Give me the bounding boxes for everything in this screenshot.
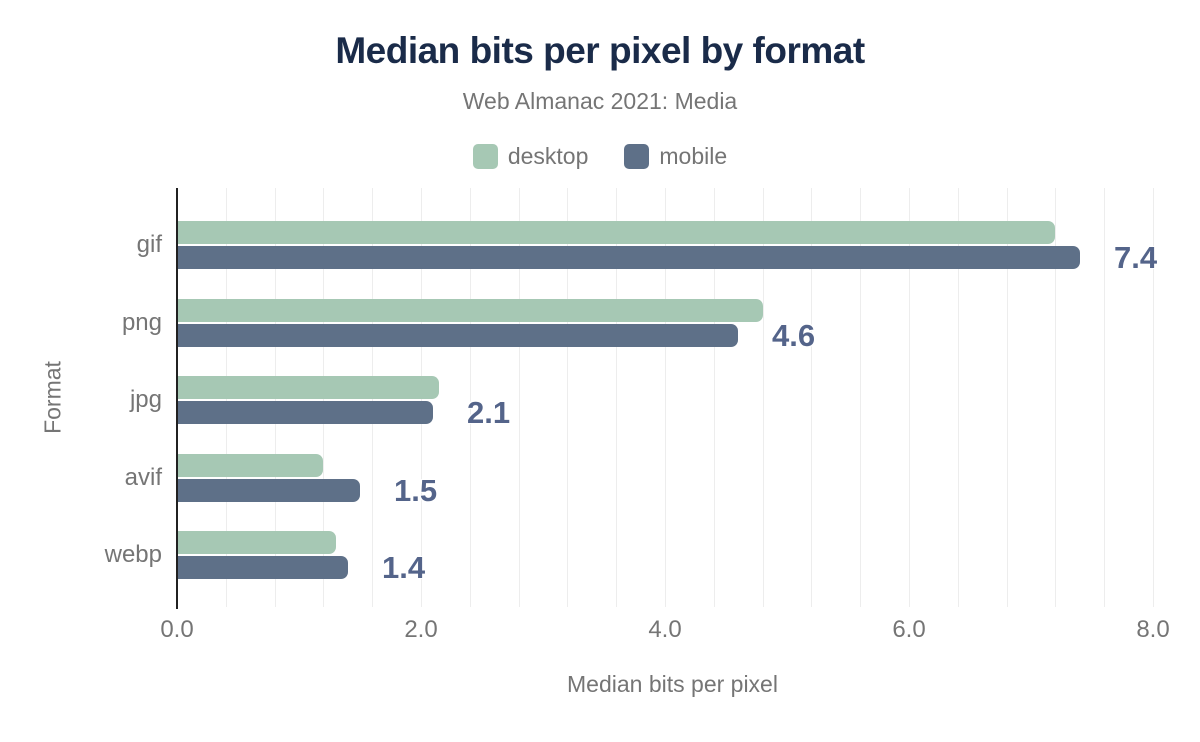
bar-desktop-gif[interactable] [177,221,1055,244]
gridline [469,188,471,607]
gridline [665,188,666,607]
gridline [1153,188,1154,607]
x-tick-label-0.0: 0.0 [160,616,194,643]
bar-group-png: 4.6 [177,298,1168,351]
gridline [616,188,618,607]
x-tick-label-4.0: 4.0 [648,616,682,643]
gridline [762,188,764,607]
category-label-webp: webp [104,541,162,568]
legend-label-mobile: mobile [659,143,728,169]
gridline [567,188,569,607]
legend-swatch-desktop [472,144,498,169]
x-tick-label-8.0: 8.0 [1136,616,1170,643]
x-tick-label-2.0: 2.0 [404,616,438,643]
chart-title: Median bits per pixel by format [335,30,865,71]
y-axis-line [176,188,178,609]
category-label-jpg: jpg [129,386,162,413]
bar-mobile-jpg[interactable] [177,401,433,424]
gridline [1006,188,1008,607]
value-label-avif: 1.5 [394,472,438,508]
bar-mobile-webp[interactable] [177,556,348,579]
bar-mobile-avif[interactable] [177,478,360,502]
bar-desktop-jpg[interactable] [177,376,439,399]
value-label-webp: 1.4 [382,550,426,585]
bar-mobile-png[interactable] [177,323,738,347]
gridline [713,188,715,607]
bar-mobile-gif[interactable] [177,246,1080,269]
chart-subtitle: Web Almanac 2021: Media [462,88,738,114]
gridline [909,188,910,607]
value-label-gif: 7.4 [1114,240,1158,275]
bar-group-webp: 1.4 [177,531,1168,584]
gridline [860,188,862,607]
bar-desktop-avif[interactable] [177,453,323,477]
x-tick-label-6.0: 6.0 [892,616,926,643]
category-label-avif: avif [124,463,162,491]
value-label-png: 4.6 [772,317,816,353]
bar-group-avif: 1.5 [177,453,1168,506]
bar-desktop-webp[interactable] [177,531,336,554]
bar-group-gif: 7.4 [177,221,1168,274]
bar-desktop-png[interactable] [177,298,763,322]
legend: desktop mobile [0,143,1200,170]
value-label-jpg: 2.1 [467,395,511,430]
legend-item-desktop: desktop [472,143,589,170]
category-label-png: png [121,308,162,336]
x-axis-title: Median bits per pixel [567,671,778,697]
gridline [1055,188,1057,607]
gridline [811,188,813,607]
legend-swatch-mobile [624,144,650,169]
gridline [957,188,959,607]
plot-area: 7.4 4.6 2.1 1.5 1.4 [177,188,1168,607]
legend-item-mobile: mobile [624,143,727,170]
bar-group-jpg: 2.1 [177,376,1168,429]
gridline [1104,188,1106,607]
legend-label-desktop: desktop [507,143,589,169]
category-label-gif: gif [136,231,162,258]
gridline [518,188,520,607]
